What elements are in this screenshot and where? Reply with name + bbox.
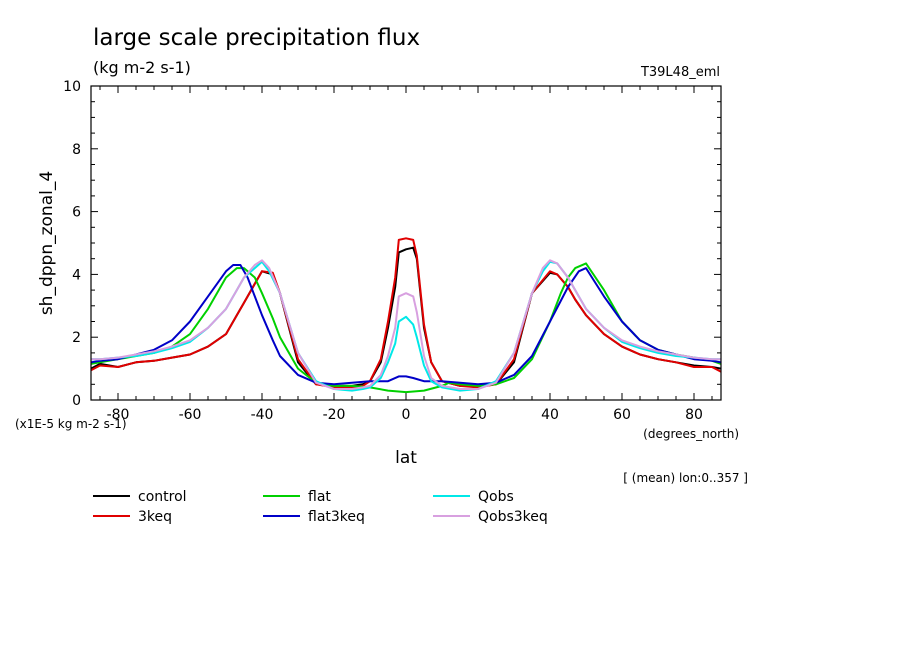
y-tick-label: 0 (72, 393, 81, 409)
x-tick-label: 40 (541, 407, 559, 423)
y-scale-note: (x1E-5 kg m-2 s-1) (15, 417, 127, 431)
plot-frame (90, 85, 722, 401)
y-tick-label: 8 (72, 142, 81, 158)
y-axis-label: sh_dppn_zonal_4 (37, 171, 57, 315)
x-tick-label: 0 (402, 407, 411, 423)
series-lines (90, 237, 722, 394)
legend: control 3keq flat flat3keq Qobs Qobs3keq (93, 489, 548, 525)
x-tick-label: 80 (685, 407, 703, 423)
legend-label-flat: flat (308, 489, 331, 505)
series-line-flat (90, 262, 722, 394)
y-tick-label: 6 (72, 205, 81, 221)
x-tick-label: -60 (179, 407, 202, 423)
y-tick-label: 4 (72, 267, 81, 283)
x-tick-label: -20 (323, 407, 346, 423)
run-label: T39L48_eml (640, 65, 720, 80)
x-tick-label: -40 (251, 407, 274, 423)
chart-title: large scale precipitation flux (93, 25, 420, 51)
chart-subtitle: (kg m-2 s-1) (93, 58, 191, 77)
x-tick-label: -80 (107, 407, 130, 423)
legend-label-3keq: 3keq (138, 509, 172, 525)
legend-label-flat3keq: flat3keq (308, 509, 365, 525)
axis-ticks (91, 85, 721, 401)
y-tick-label: 10 (63, 79, 81, 95)
legend-label-qobs: Qobs (478, 489, 514, 505)
legend-label-control: control (138, 489, 187, 505)
footnote: [ (mean) lon:0..357 ] (623, 471, 748, 485)
x-tick-label: 60 (613, 407, 631, 423)
series-line-3keq (90, 237, 722, 389)
y-tick-label: 2 (72, 330, 81, 346)
tick-labels: -80 -60 -40 -20 0 20 40 60 80 0 2 4 6 8 10 (63, 79, 703, 423)
x-tick-label: 20 (469, 407, 487, 423)
series-line-flat3keq (90, 264, 722, 386)
x-axis-label: lat (395, 448, 417, 468)
series-line-qobs3keq (91, 259, 721, 390)
x-units-label: (degrees_north) (643, 427, 739, 441)
legend-label-qobs3keq: Qobs3keq (478, 509, 548, 525)
